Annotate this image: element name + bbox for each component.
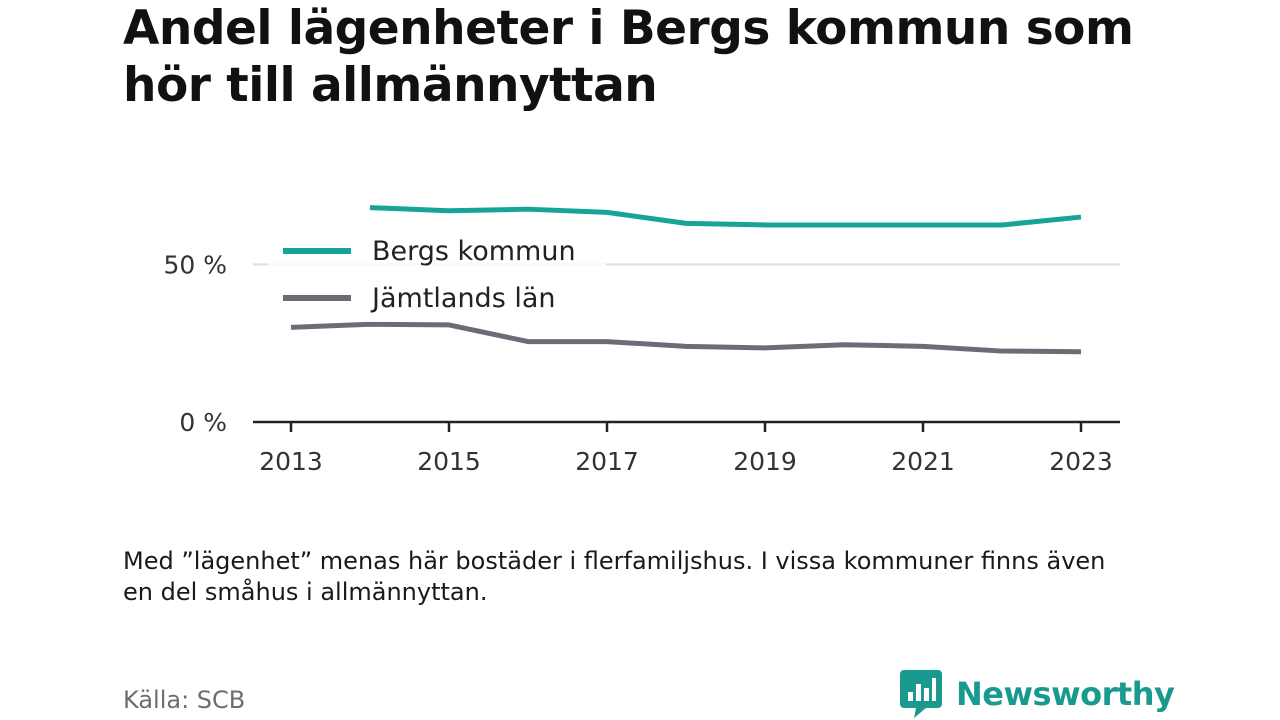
newsworthy-logo-icon (900, 670, 942, 718)
brand: Newsworthy (900, 670, 1175, 718)
brand-name: Newsworthy (956, 675, 1175, 713)
series-lines (290, 205, 1082, 355)
y-tick-label: 50 % (163, 250, 227, 279)
x-tick-label: 2023 (1049, 447, 1113, 476)
y-tick-label: 0 % (179, 408, 227, 437)
chart-note: Med ”lägenhet” menas här bostäder i fler… (123, 547, 1106, 606)
x-tick-label: 2015 (417, 447, 481, 476)
y-axis: 0 % 50 % (163, 250, 227, 437)
source-label: Källa: SCB (123, 686, 246, 714)
series-line (290, 321, 1082, 355)
legend-label: Bergs kommun (372, 236, 576, 267)
series-line (369, 205, 1082, 228)
x-tick-label: 2019 (733, 447, 797, 476)
legend-label: Jämtlands län (370, 283, 556, 314)
legend-background (268, 220, 606, 322)
x-axis: 2013 2015 2017 2019 2021 2023 (253, 420, 1120, 476)
chart-title: Andel lägenheter i Bergs kommun som hör … (123, 1, 1134, 113)
legend: Bergs kommun Jämtlands län (268, 220, 606, 322)
x-tick-label: 2017 (575, 447, 639, 476)
x-tick-label: 2013 (259, 447, 323, 476)
x-tick-label: 2021 (891, 447, 955, 476)
